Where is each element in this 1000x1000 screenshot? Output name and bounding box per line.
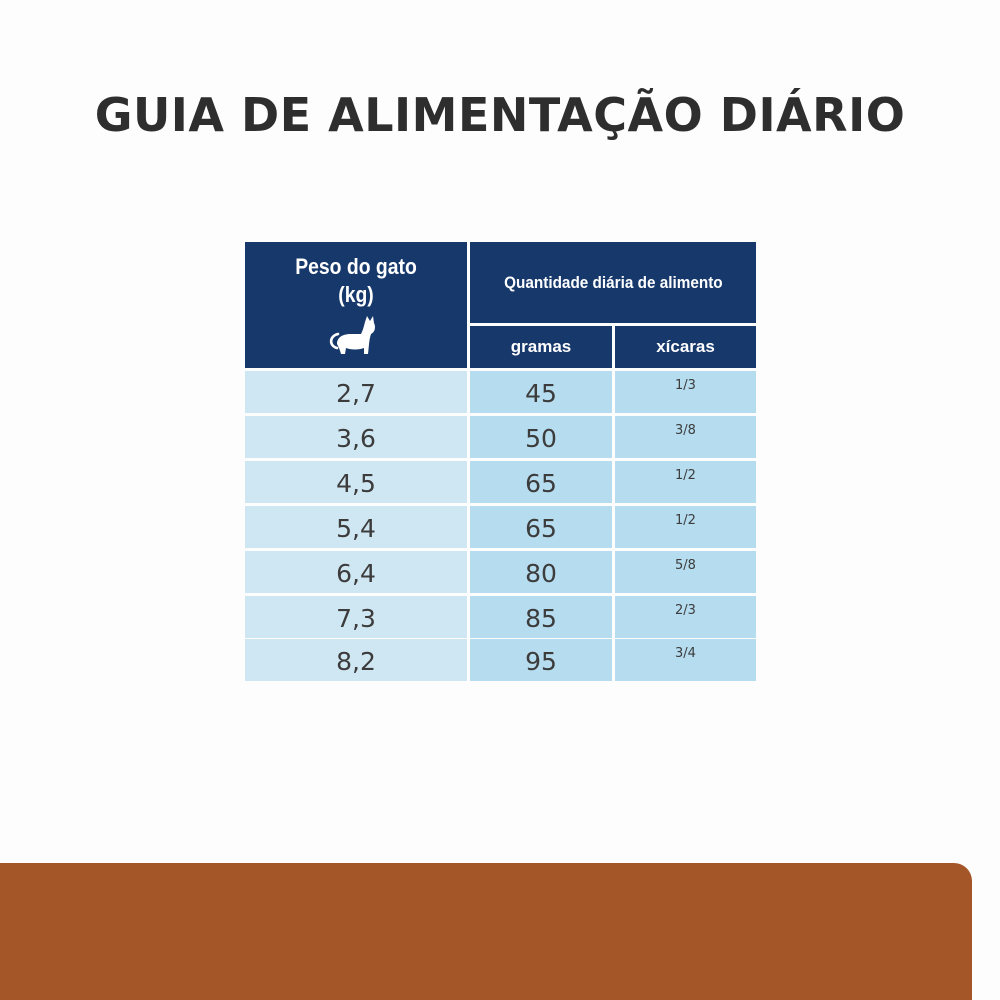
weight-cell: 4,5 — [245, 461, 467, 503]
cups-cell: 2/3 — [615, 596, 756, 638]
weight-cell: 6,4 — [245, 551, 467, 593]
table-row: 2,7 45 1/3 — [245, 371, 756, 413]
table-row: 4,5 65 1/2 — [245, 461, 756, 503]
grams-cell: 95 — [470, 639, 612, 681]
cups-cell: 1/2 — [615, 506, 756, 548]
weight-cell: 2,7 — [245, 371, 467, 413]
cups-cell: 1/3 — [615, 371, 756, 413]
weight-cell: 7,3 — [245, 596, 467, 638]
table-row: 7,3 85 2/3 — [245, 596, 756, 638]
feeding-guide-table: Peso do gato (kg) Quantidade diária de a… — [245, 242, 756, 681]
weight-header-label: Peso do gato — [295, 254, 417, 279]
cups-cell: 5/8 — [615, 551, 756, 593]
table-row: 8,2 95 3/4 — [245, 639, 756, 681]
table-row: 3,6 50 3/8 — [245, 416, 756, 458]
grams-column-header: gramas — [470, 326, 612, 368]
grams-cell: 65 — [470, 506, 612, 548]
cups-cell: 3/4 — [615, 639, 756, 681]
footer-band — [0, 863, 972, 1000]
table-row: 5,4 65 1/2 — [245, 506, 756, 548]
cat-icon — [329, 316, 375, 354]
grams-cell: 45 — [470, 371, 612, 413]
cups-cell: 3/8 — [615, 416, 756, 458]
quantity-column-header: Quantidade diária de alimento — [470, 242, 756, 323]
grams-cell: 80 — [470, 551, 612, 593]
weight-cell: 8,2 — [245, 639, 467, 681]
table-row: 6,4 80 5/8 — [245, 551, 756, 593]
weight-cell: 5,4 — [245, 506, 467, 548]
weight-cell: 3,6 — [245, 416, 467, 458]
cups-column-header: xícaras — [615, 326, 756, 368]
quantity-header-label: Quantidade diária de alimento — [503, 273, 723, 292]
grams-cell: 65 — [470, 461, 612, 503]
grams-cell: 50 — [470, 416, 612, 458]
cups-cell: 1/2 — [615, 461, 756, 503]
page-title: GUIA DE ALIMENTAÇÃO DIÁRIO — [94, 88, 906, 142]
weight-column-header: Peso do gato (kg) — [245, 242, 467, 368]
grams-cell: 85 — [470, 596, 612, 638]
weight-header-unit: (kg) — [338, 282, 374, 307]
